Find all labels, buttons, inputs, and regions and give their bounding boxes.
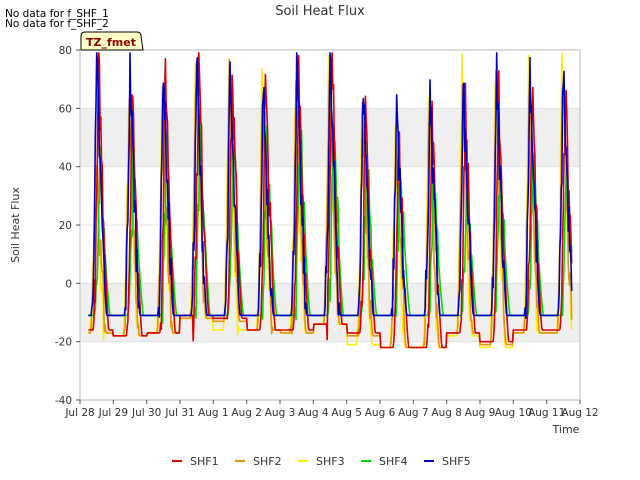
x-tick-label-11: Aug 8 [431, 407, 462, 419]
legend: SHF1 SHF2 SHF3 SHF4 SHF5 [172, 455, 471, 468]
y-tick-label-1: -20 [55, 337, 72, 349]
series-lines [88, 52, 573, 349]
y-tick-label-3: 20 [59, 220, 72, 232]
tz-badge-box [80, 31, 144, 51]
x-tick-label-0: Jul 28 [64, 407, 94, 419]
x-tick-label-15: Aug 12 [561, 407, 598, 419]
x-tick-label-2: Jul 30 [131, 407, 161, 419]
x-tick-label-3: Jul 31 [164, 407, 194, 419]
tz-badge-label: TZ_fmet [86, 36, 136, 49]
legend-label-shf1: SHF1 [190, 455, 219, 468]
x-tick-label-10: Aug 7 [398, 407, 429, 419]
series-line-shf5 [88, 52, 573, 319]
y-tick-label-5: 60 [59, 103, 72, 115]
x-axis-label: Time [552, 423, 580, 436]
tz-badge: TZ_fmet [80, 31, 144, 51]
x-tick-label-14: Aug 11 [528, 407, 565, 419]
legend-label-shf4: SHF4 [379, 455, 408, 468]
x-tick-label-1: Jul 29 [98, 407, 128, 419]
x-tick-label-8: Aug 5 [331, 407, 362, 419]
x-tick-label-7: Aug 4 [298, 407, 329, 419]
chart-title: Soil Heat Flux [275, 4, 365, 19]
x-tick-label-4: Aug 1 [198, 407, 229, 419]
y-tick-label-6: 80 [59, 45, 72, 57]
x-tick-label-13: Aug 10 [495, 407, 532, 419]
series-line-shf1 [88, 52, 573, 349]
x-tick-label-6: Aug 3 [265, 407, 296, 419]
x-tick-label-9: Aug 6 [365, 407, 396, 419]
legend-label-shf2: SHF2 [253, 455, 282, 468]
y-tick-label-4: 40 [59, 162, 72, 174]
y-tick-label-0: -40 [55, 395, 72, 407]
y-axis-ticks: -40 -20 0 20 40 60 80 [55, 45, 80, 407]
legend-label-shf3: SHF3 [316, 455, 345, 468]
no-data-note-2: No data for f_SHF_2 [5, 18, 109, 30]
x-tick-label-5: Aug 2 [231, 407, 262, 419]
no-data-note-1: No data for f_SHF_1 [5, 8, 109, 20]
x-tick-label-12: Aug 9 [465, 407, 496, 419]
y-tick-label-2: 0 [65, 278, 72, 290]
legend-label-shf5: SHF5 [442, 455, 471, 468]
y-axis-label: Soil Heat Flux [9, 187, 22, 263]
